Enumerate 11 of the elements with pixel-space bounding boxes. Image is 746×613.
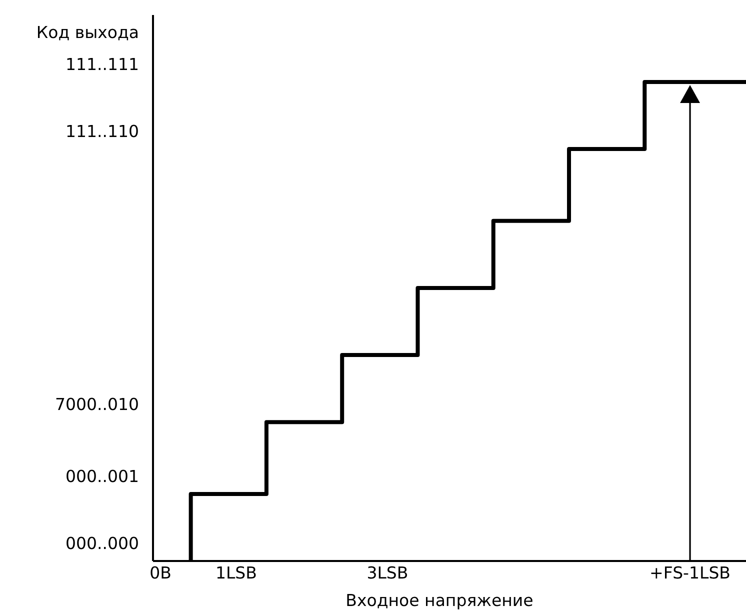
x-tick-label: 0B [150,564,172,583]
x-tick-label: +FS-1LSB [650,564,730,583]
text: 000..000 [66,534,139,553]
text: 111..110 [66,122,139,142]
x-tick-label: 1LSB [215,564,257,583]
x-tick-label: 3LSB [366,564,408,583]
text: 000..001 [66,466,139,486]
text: 7000..010 [55,395,139,414]
text: 111..111 [66,55,139,74]
x-axis-title: Входное напряжение [346,591,534,610]
y-axis-title: Код выхода [36,23,139,42]
